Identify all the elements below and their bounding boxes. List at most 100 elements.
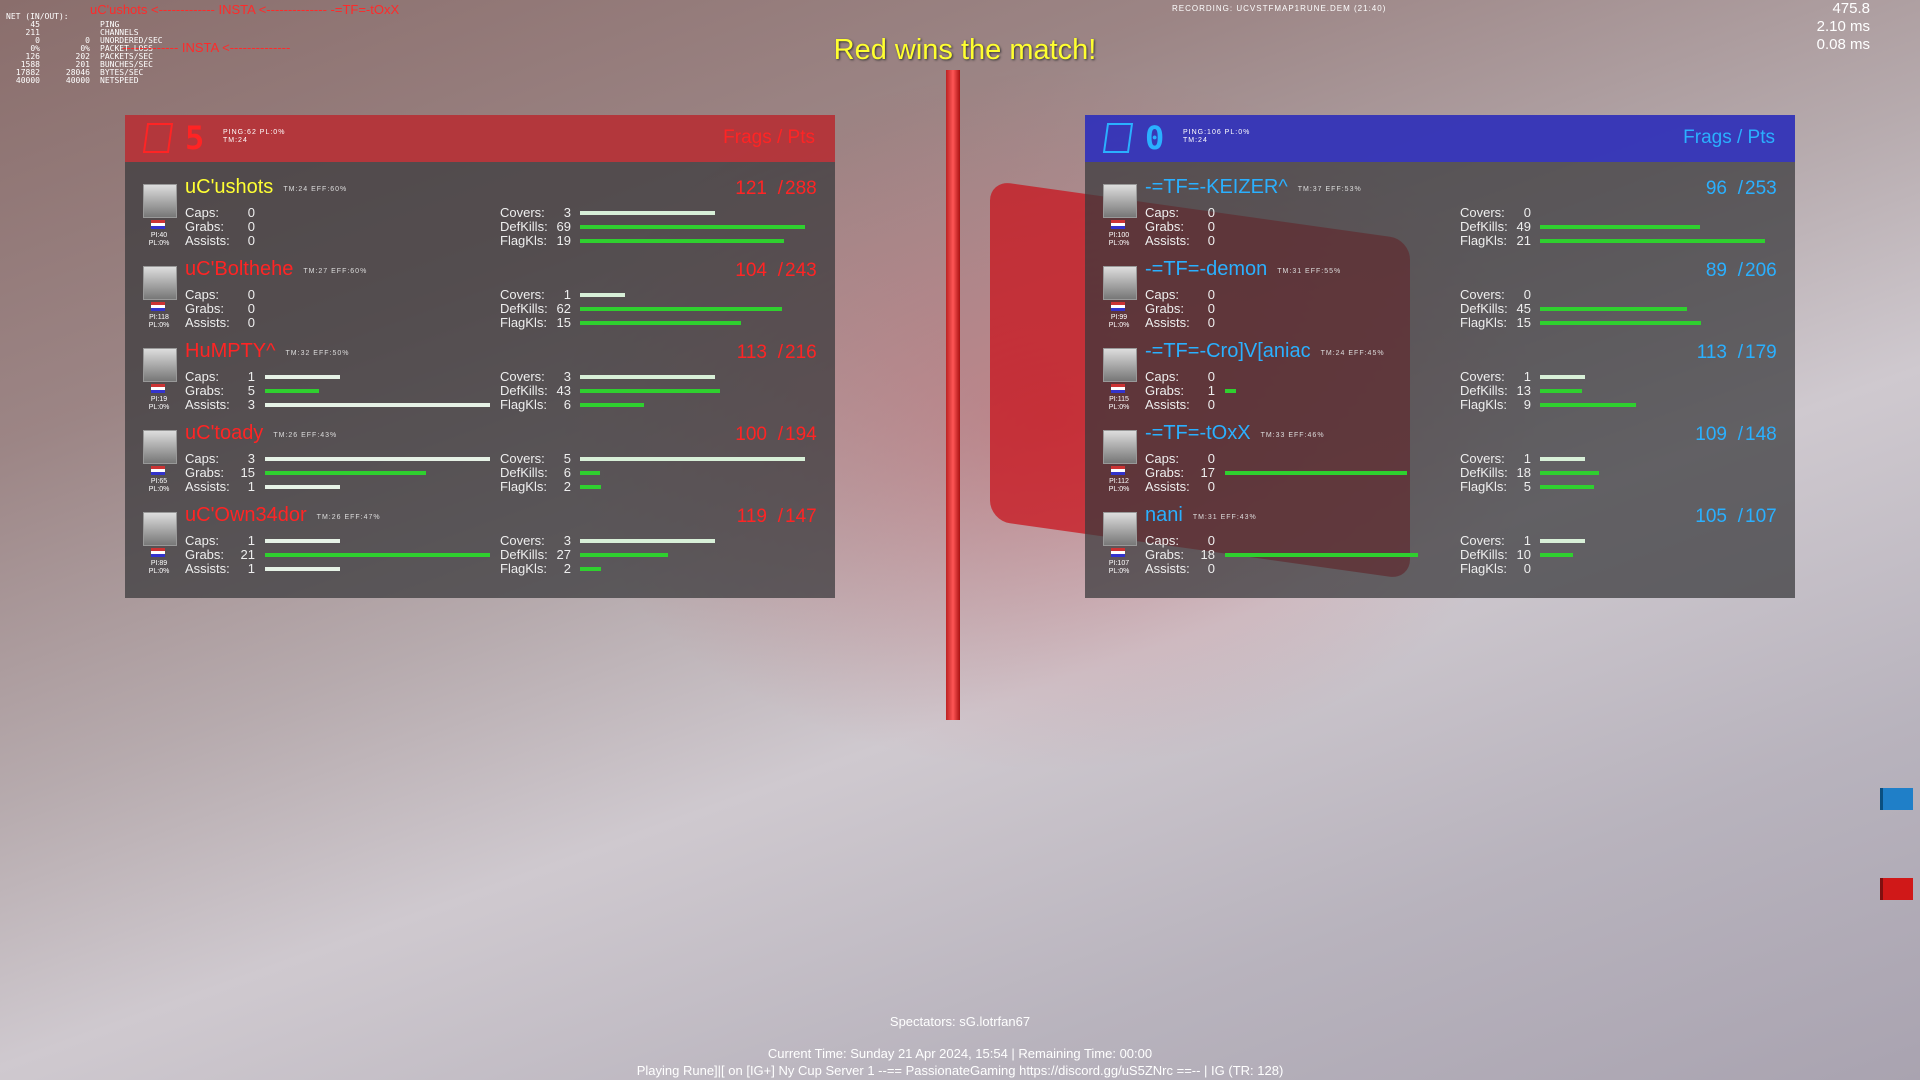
stat-label: Assists: [185, 233, 230, 248]
score-separator: / [777, 260, 783, 281]
stat-bar [1540, 485, 1594, 489]
stat-bar [580, 321, 741, 325]
stat-value: 0 [1207, 451, 1215, 466]
team-header: 0 PING:106 PL:0% TM:24 Frags / Pts [1085, 115, 1795, 162]
stat-value: 49 [1516, 219, 1531, 234]
net-label: PING [100, 20, 120, 29]
stat-value: 15 [1516, 315, 1531, 330]
stat-label: Grabs: [185, 383, 225, 398]
player-info: TM:31 EFF:55% [1277, 268, 1342, 275]
stat-value: 1 [1207, 383, 1215, 398]
country-flag [1111, 302, 1125, 311]
stat-value: 1 [247, 369, 255, 384]
stat-value: 0 [1207, 315, 1215, 330]
stat-label: DefKills: [500, 301, 548, 316]
stat-label: Assists: [1145, 561, 1190, 576]
stat-bar [580, 553, 669, 557]
stat-value: 27 [556, 547, 571, 562]
stat-bar [1540, 553, 1573, 557]
net-label: PACKET LOSS [100, 44, 153, 53]
team-info: PING:106 PL:0% [1183, 129, 1251, 136]
player-row: PI:19 PL:0% HuMPTY^ TM:32 EFF:50% 113 /216 Cap… [125, 340, 835, 422]
stat-bar [1540, 225, 1700, 229]
stat-value: 1 [1523, 451, 1531, 466]
stat-label: DefKills: [1460, 301, 1508, 316]
stat-label: FlagKls: [1460, 479, 1507, 494]
red-flag-icon [1880, 878, 1913, 900]
stat-label: DefKills: [1460, 547, 1508, 562]
net-in: 0% [30, 44, 40, 53]
stat-value: 1 [563, 287, 571, 302]
team-info: PING:62 PL:0% [223, 129, 286, 136]
stat-bar [1540, 307, 1687, 311]
player-pl: PL:0% [148, 240, 170, 247]
stat-label: Grabs: [1145, 547, 1185, 562]
stat-bar [580, 567, 602, 571]
stat-bar [580, 403, 645, 407]
score-separator: / [777, 424, 783, 445]
stat-value: 13 [1516, 383, 1531, 398]
team-header: 5 PING:62 PL:0% TM:24 Frags / Pts [125, 115, 835, 162]
score-separator: / [1737, 178, 1743, 199]
stat-label: Caps: [1145, 533, 1179, 548]
player-pl: PL:0% [1108, 404, 1130, 411]
net-out: 40000 [65, 76, 90, 85]
player-pl: PL:0% [148, 568, 170, 575]
stat-value: 5 [1523, 479, 1531, 494]
stat-value: 3 [563, 533, 571, 548]
stat-value: 1 [247, 479, 255, 494]
stat-value: 17 [1200, 465, 1215, 480]
player-ping: PI:89 [150, 560, 168, 567]
stat-value: 6 [563, 465, 571, 480]
player-info: TM:32 EFF:50% [285, 350, 350, 357]
player-row: PI:118 PL:0% uC'Bolthehe TM:27 EFF:60% 104 /2… [125, 258, 835, 340]
stat-label: Caps: [185, 369, 219, 384]
frags: 121 [735, 178, 767, 199]
avatar [143, 430, 177, 464]
avatar [143, 184, 177, 218]
stat-bar [580, 225, 805, 229]
player-ping: PI:100 [1108, 232, 1130, 239]
stat-label: FlagKls: [1460, 315, 1507, 330]
stat-label: Grabs: [1145, 383, 1185, 398]
stat-label: Caps: [185, 533, 219, 548]
stat-bar [1540, 471, 1599, 475]
net-out: 201 [75, 60, 90, 69]
frags: 89 [1705, 260, 1727, 281]
net-out: 28046 [65, 68, 90, 77]
stat-label: Covers: [1460, 287, 1505, 302]
stat-value: 0 [247, 287, 255, 302]
net-in: 0 [35, 36, 40, 45]
points: 179 [1745, 342, 1777, 363]
stat-label: Grabs: [185, 301, 225, 316]
stat-bar [1225, 471, 1408, 475]
net-label: BYTES/SEC [100, 68, 144, 77]
player-name: uC'Own34dor [185, 504, 307, 526]
stat-value: 3 [563, 369, 571, 384]
player-name: nani [1145, 504, 1183, 526]
perf-stat: 2.10 ms [1816, 18, 1870, 35]
stat-value: 18 [1200, 547, 1215, 562]
score-separator: / [777, 178, 783, 199]
player-pl: PL:0% [1108, 240, 1130, 247]
net-label: UNORDERED/SEC [100, 36, 163, 45]
stat-value: 62 [556, 301, 571, 316]
stat-label: Assists: [1145, 315, 1190, 330]
player-pl: PL:0% [1108, 486, 1130, 493]
points: 194 [785, 424, 817, 445]
player-name: -=TF=-KEIZER^ [1145, 176, 1288, 198]
stat-bar [1540, 321, 1701, 325]
score-separator: / [1737, 260, 1743, 281]
country-flag [1111, 220, 1125, 229]
player-ping: PI:107 [1108, 560, 1130, 567]
stat-label: FlagKls: [500, 233, 547, 248]
stat-label: Covers: [500, 287, 545, 302]
stat-label: Caps: [185, 205, 219, 220]
flag-pole [946, 70, 960, 720]
country-flag [1111, 466, 1125, 475]
player-row: PI:112 PL:0% -=TF=-tOxX TM:33 EFF:46% 109 /14… [1085, 422, 1795, 504]
net-title: NET (IN/OUT): [6, 12, 69, 21]
net-label: PACKETS/SEC [100, 52, 153, 61]
stat-value: 19 [556, 233, 571, 248]
net-in: 17882 [15, 68, 40, 77]
